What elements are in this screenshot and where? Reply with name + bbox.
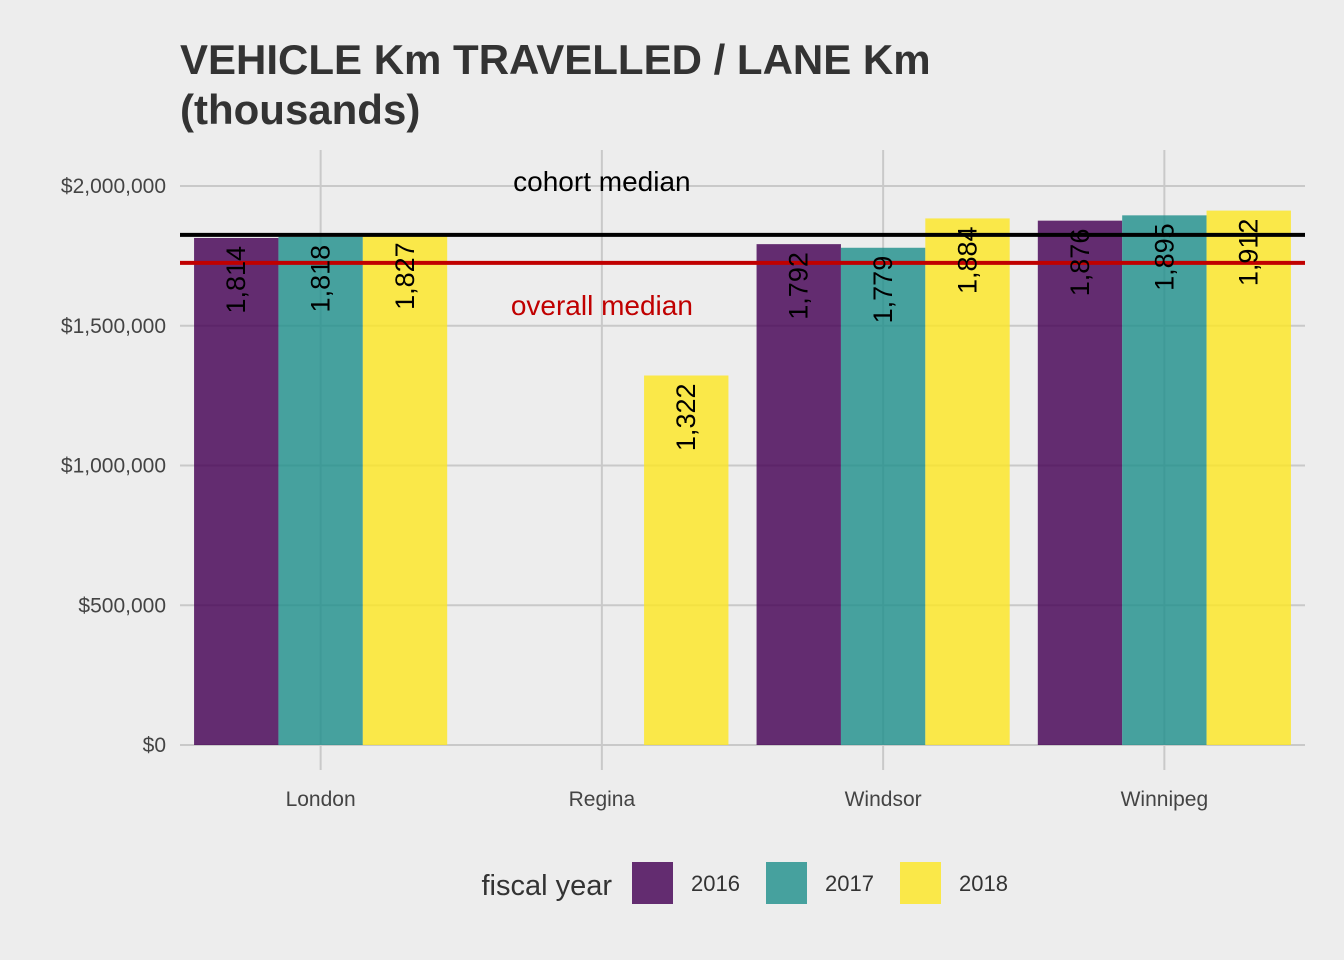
bar: [840, 247, 926, 745]
legend-key: [632, 862, 673, 904]
bar-value-label: 1,884: [953, 226, 983, 294]
bar: [1206, 210, 1291, 745]
bar: [362, 234, 448, 745]
bars: [194, 210, 1291, 746]
bar-value-label: 1,814: [221, 246, 251, 314]
reference-lines: cohort median overall median: [180, 166, 1305, 321]
legend-label: 2016: [691, 871, 740, 896]
y-tick-label: $500,000: [78, 594, 166, 617]
bar-value-label: 1,876: [1065, 229, 1095, 297]
y-tick-label: $0: [143, 734, 166, 757]
chart-title-line2: (thousands): [180, 86, 420, 133]
bar-value-label: 1,818: [306, 245, 336, 313]
axes: $0 $500,000 $1,000,000 $1,500,000 $2,000,000…: [61, 175, 1208, 811]
reference-line-label: overall median: [511, 290, 693, 321]
bar: [194, 237, 279, 745]
bar-value-label: 1,912: [1234, 219, 1264, 287]
legend-key: [900, 862, 941, 904]
bar: [925, 218, 1010, 745]
bar: [756, 244, 841, 746]
reference-line-label: cohort median: [513, 166, 690, 197]
legend-key: [766, 862, 807, 904]
bar-labels: 1,814 1,792 1,876 1,818 1,779 1,895 1,827 1,322…: [221, 219, 1264, 451]
legend-label: 2017: [825, 871, 874, 896]
y-tick-label: $1,000,000: [61, 455, 166, 478]
y-tick-label: $2,000,000: [61, 175, 166, 198]
bar-value-label: 1,895: [1149, 223, 1179, 291]
legend-label: 2018: [959, 871, 1008, 896]
bar: [1037, 220, 1123, 745]
x-tick-label: Regina: [569, 788, 636, 811]
bar-value-label: 1,827: [390, 242, 420, 310]
bar-value-label: 1,322: [671, 384, 701, 452]
x-tick-label: Winnipeg: [1121, 788, 1209, 811]
legend: fiscal year 2016 2017 2018: [481, 862, 1008, 904]
x-tick-label: London: [286, 788, 356, 811]
bar-value-label: 1,792: [784, 252, 814, 320]
y-tick-label: $1,500,000: [61, 315, 166, 338]
bar: [278, 236, 363, 745]
bar: [644, 375, 729, 745]
bar: [1122, 215, 1207, 745]
legend-title: fiscal year: [481, 870, 612, 902]
x-tick-label: Windsor: [845, 788, 922, 811]
bar-value-label: 1,779: [868, 256, 898, 324]
chart-title-line1: VEHICLE Km TRAVELLED / LANE Km: [180, 36, 931, 83]
